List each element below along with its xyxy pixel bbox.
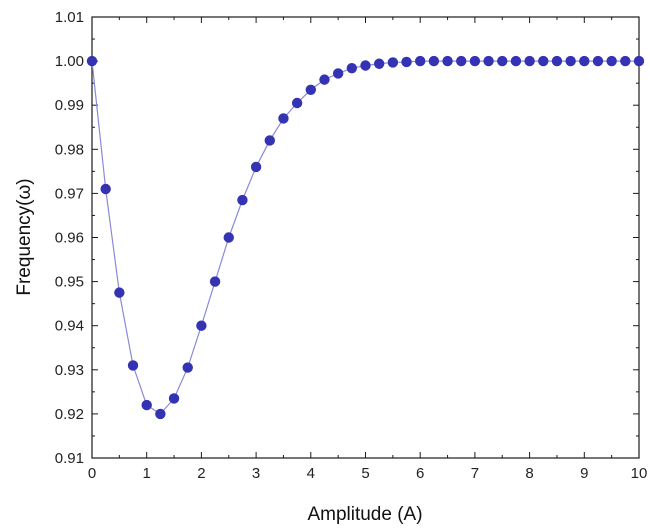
data-point [223,232,234,243]
x-tick-label: 10 [631,465,648,482]
data-point [428,55,440,67]
data-point [100,183,111,195]
data-point [319,74,330,85]
data-point [592,55,604,67]
data-point [373,58,385,69]
data-point [141,399,152,411]
y-axis-title: Frequency(ω) [14,178,35,295]
data-point [606,55,617,67]
data-point [332,68,344,79]
x-tick-label: 2 [197,465,205,482]
data-point [524,55,535,67]
data-point [168,393,180,404]
data-point [291,97,303,109]
y-tick-label: 0.96 [55,230,84,247]
y-tick-label: 0.91 [55,450,84,467]
data-point [387,57,399,68]
data-point [633,55,645,67]
data-point [127,360,139,371]
data-point [155,408,166,420]
y-tick-label: 0.92 [55,406,84,423]
data-point [538,55,549,67]
x-tick-label: 7 [471,465,479,482]
x-tick-label: 1 [143,465,151,482]
data-point [483,55,494,67]
data-point [264,135,275,146]
y-tick-label: 0.95 [55,274,84,291]
data-point [237,194,248,206]
plot-area [91,16,640,459]
data-point [209,276,221,287]
data-point [196,320,207,331]
x-tick-label: 5 [361,465,369,482]
data-point [360,60,371,71]
data-point [497,55,508,67]
data-point [415,55,426,67]
x-tick-label: 9 [580,465,588,482]
data-point [278,113,289,124]
data-point [401,56,412,68]
data-point [442,55,453,67]
data-point [565,55,576,67]
data-point [182,362,193,373]
series-markers [86,55,645,420]
data-point [456,55,467,67]
y-tick-label: 0.99 [55,97,84,114]
data-point [114,287,125,298]
x-tick-label: 3 [252,465,260,482]
data-point [551,55,563,67]
x-tick-label: 8 [525,465,533,482]
y-tick-label: 0.94 [55,318,84,335]
data-point [86,55,98,67]
y-tick-label: 0.98 [55,141,84,158]
x-axis-title: Amplitude (A) [307,504,422,525]
data-point [579,55,590,67]
y-tick-label: 1.00 [55,53,84,70]
y-axis-ticks: 0.91 0.92 0.93 0.94 0.95 0.96 0.97 0.98 0.99 1.00… [55,9,639,467]
data-point [510,55,522,67]
y-tick-label: 0.97 [55,185,84,202]
data-point [620,55,631,67]
y-tick-label: 0.93 [55,362,84,379]
x-tick-label: 4 [307,465,315,482]
x-tick-label: 6 [416,465,424,482]
x-axis-ticks: 0 1 2 3 4 5 6 7 8 9 10 [88,17,648,482]
x-tick-label: 0 [88,465,96,482]
data-point [346,62,358,74]
data-point [469,55,481,67]
data-point [250,161,262,173]
y-tick-label: 1.01 [55,9,84,26]
data-point [305,84,316,95]
